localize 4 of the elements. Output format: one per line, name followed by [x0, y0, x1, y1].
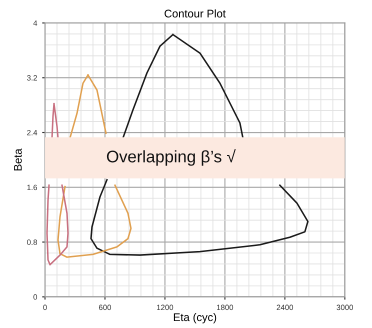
y-axis-title: Beta — [14, 148, 22, 170]
chart-title: Contour Plot — [164, 9, 226, 18]
annotation: Overlapping β’s √ — [106, 149, 236, 166]
x-axis-title: Eta (cyc) — [174, 312, 216, 324]
